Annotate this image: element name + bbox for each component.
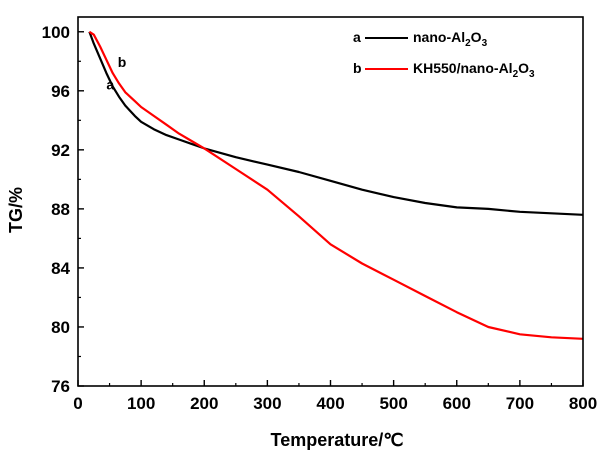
x-tick-label: 0 [73, 394, 82, 413]
y-tick-label: 80 [51, 318, 70, 337]
legend: a nano-Al2O3 b KH550/nano-Al2O3 [353, 29, 535, 80]
x-tick-label: 500 [379, 394, 407, 413]
y-tick-label: 100 [42, 23, 70, 42]
x-tick-label: 400 [316, 394, 344, 413]
legend-label-a: nano-Al2O3 [413, 29, 488, 49]
y-axis-label: TG/% [6, 187, 26, 233]
y-tick-label: 84 [51, 259, 70, 278]
x-tick-label: 300 [253, 394, 281, 413]
x-tick-label: 200 [190, 394, 218, 413]
x-tick-label: 800 [569, 394, 597, 413]
y-tick-label: 88 [51, 200, 70, 219]
annotation-a: a [106, 76, 114, 92]
x-tick-label: 600 [443, 394, 471, 413]
y-tick-label: 76 [51, 377, 70, 396]
legend-label-b: KH550/nano-Al2O3 [413, 60, 535, 80]
y-tick-label: 96 [51, 82, 70, 101]
annotation-b: b [118, 54, 127, 70]
series-line-b [88, 30, 584, 340]
y-tick-label: 92 [51, 141, 70, 160]
legend-marker-b: b [353, 60, 362, 76]
legend-marker-a: a [353, 29, 361, 45]
x-axis-label: Temperature/℃ [271, 430, 404, 450]
series-line-a [88, 31, 584, 216]
x-tick-label: 100 [127, 394, 155, 413]
x-tick-label: 700 [506, 394, 534, 413]
